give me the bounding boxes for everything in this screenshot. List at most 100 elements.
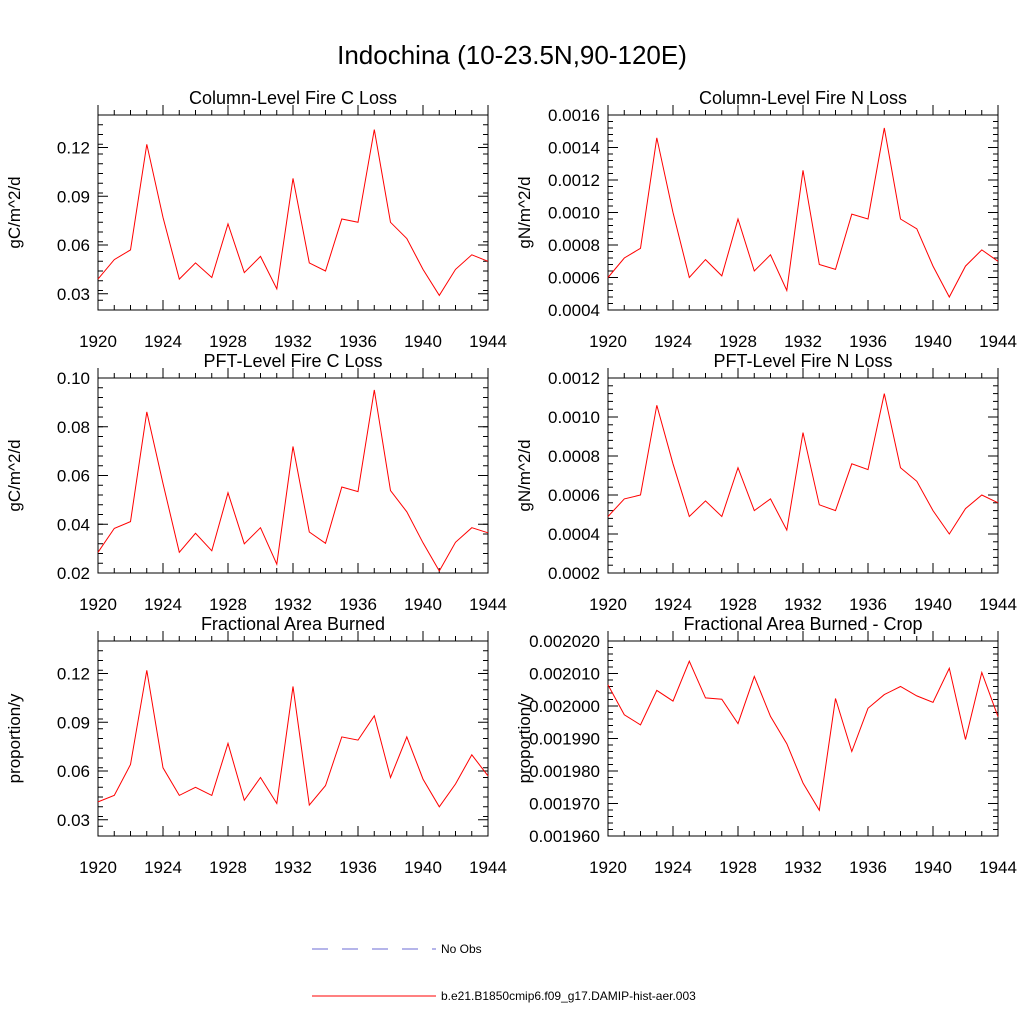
series-line <box>97 129 489 297</box>
y-tick-label: 0.03 <box>57 285 90 304</box>
x-tick-label: 1944 <box>469 858 507 877</box>
legend-label-no-obs: No Obs <box>441 942 482 956</box>
panels: 1920 1924 1928 1932 1936 1940 1944 0.03 0.06 0.09… <box>5 88 1017 877</box>
series-line <box>607 393 999 535</box>
y-tick-label: 0.0010 <box>548 204 600 223</box>
x-tick-label: 1940 <box>404 858 442 877</box>
y-tick-label: 0.0014 <box>548 139 600 158</box>
x-tick-label: 1924 <box>144 595 182 614</box>
x-tick-label: 1920 <box>589 858 627 877</box>
y-tick-label: 0.10 <box>57 369 90 388</box>
x-tick-label: 1944 <box>979 595 1017 614</box>
y-tick-label: 0.001970 <box>529 795 600 814</box>
panel-title: Fractional Area Burned - Crop <box>683 614 922 634</box>
y-tick-label: 0.0008 <box>548 447 600 466</box>
y-tick-label: 0.0006 <box>548 486 600 505</box>
plot-frame <box>607 377 999 574</box>
panel-title: Column-Level Fire N Loss <box>699 88 907 108</box>
x-tick-label: 1924 <box>144 332 182 351</box>
x-tick-label: 1932 <box>784 858 822 877</box>
y-tick-label: 0.02 <box>57 564 90 583</box>
x-tick-label: 1924 <box>654 332 692 351</box>
x-tick-label: 1944 <box>979 332 1017 351</box>
panel-title: Column-Level Fire C Loss <box>189 88 397 108</box>
y-tick-label: 0.001980 <box>529 762 600 781</box>
x-tick-label: 1936 <box>339 332 377 351</box>
y-tick-label: 0.06 <box>57 762 90 781</box>
y-tick-label: 0.03 <box>57 811 90 830</box>
x-tick-label: 1944 <box>979 858 1017 877</box>
series-line <box>607 659 999 812</box>
y-tick-label: 0.04 <box>57 515 90 534</box>
panel-title: Fractional Area Burned <box>201 614 385 634</box>
x-tick-label: 1932 <box>274 595 312 614</box>
series-line <box>97 389 489 573</box>
plot-frame <box>607 114 999 311</box>
x-tick-label: 1936 <box>339 595 377 614</box>
plot-frame <box>97 377 489 574</box>
panel-4: 1920 1924 1928 1932 1936 1940 1944 0.0002 0.0004… <box>515 351 1017 614</box>
y-tick-label: 0.0012 <box>548 171 600 190</box>
x-tick-label: 1944 <box>469 332 507 351</box>
x-tick-label: 1928 <box>719 332 757 351</box>
y-tick-label: 0.12 <box>57 665 90 684</box>
x-tick-label: 1932 <box>784 595 822 614</box>
x-tick-label: 1920 <box>79 332 117 351</box>
x-tick-label: 1924 <box>654 595 692 614</box>
y-tick-label: 0.0008 <box>548 236 600 255</box>
y-tick-label: 0.12 <box>57 139 90 158</box>
y-tick-label: 0.002020 <box>529 632 600 651</box>
y-tick-label: 0.06 <box>57 467 90 486</box>
x-tick-label: 1928 <box>719 858 757 877</box>
x-tick-label: 1936 <box>849 858 887 877</box>
y-tick-label: 0.002010 <box>529 665 600 684</box>
y-axis-label: proportion/y <box>5 693 24 783</box>
x-tick-label: 1936 <box>849 595 887 614</box>
y-axis-label: gN/m^2/d <box>515 439 534 511</box>
series-line <box>607 127 999 299</box>
y-tick-label: 0.09 <box>57 187 90 206</box>
panel-1: 1920 1924 1928 1932 1936 1940 1944 0.03 0.06 0.09… <box>5 88 507 351</box>
x-tick-label: 1940 <box>404 332 442 351</box>
x-tick-label: 1928 <box>209 858 247 877</box>
y-axis-label: gC/m^2/d <box>5 176 24 248</box>
y-tick-label: 0.001960 <box>529 827 600 846</box>
x-tick-label: 1932 <box>274 858 312 877</box>
x-tick-label: 1936 <box>849 332 887 351</box>
panel-6: 1920 1924 1928 1932 1936 1940 1944 0.001960 0.00… <box>515 614 1017 877</box>
plot-frame <box>97 640 489 837</box>
legend-label-model: b.e21.B1850cmip6.f09_g17.DAMIP-hist-aer.… <box>441 989 696 1003</box>
plot-frame <box>97 114 489 311</box>
legend: No Obs b.e21.B1850cmip6.f09_g17.DAMIP-hi… <box>312 942 696 1003</box>
x-tick-label: 1940 <box>914 332 952 351</box>
y-tick-label: 0.0012 <box>548 369 600 388</box>
y-tick-label: 0.0010 <box>548 408 600 427</box>
y-tick-label: 0.0016 <box>548 106 600 125</box>
figure-title: Indochina (10-23.5N,90-120E) <box>337 40 687 70</box>
x-tick-label: 1928 <box>719 595 757 614</box>
panel-title: PFT-Level Fire C Loss <box>203 351 382 371</box>
y-tick-label: 0.002000 <box>529 697 600 716</box>
y-tick-label: 0.08 <box>57 418 90 437</box>
y-tick-label: 0.0006 <box>548 269 600 288</box>
panel-title: PFT-Level Fire N Loss <box>713 351 892 371</box>
x-tick-label: 1936 <box>339 858 377 877</box>
x-tick-label: 1924 <box>654 858 692 877</box>
y-axis-label: gN/m^2/d <box>515 176 534 248</box>
y-tick-label: 0.0004 <box>548 301 600 320</box>
panel-5: 1920 1924 1928 1932 1936 1940 1944 0.03 0.06 0.09… <box>5 614 507 877</box>
y-tick-label: 0.0002 <box>548 564 600 583</box>
plot-frame <box>607 640 999 837</box>
x-tick-label: 1920 <box>589 595 627 614</box>
y-tick-label: 0.0004 <box>548 525 600 544</box>
x-tick-label: 1928 <box>209 332 247 351</box>
x-tick-label: 1928 <box>209 595 247 614</box>
x-tick-label: 1940 <box>914 858 952 877</box>
x-tick-label: 1920 <box>79 858 117 877</box>
x-tick-label: 1940 <box>404 595 442 614</box>
x-tick-label: 1940 <box>914 595 952 614</box>
y-axis-label: gC/m^2/d <box>5 439 24 511</box>
x-tick-label: 1932 <box>784 332 822 351</box>
x-tick-label: 1920 <box>589 332 627 351</box>
